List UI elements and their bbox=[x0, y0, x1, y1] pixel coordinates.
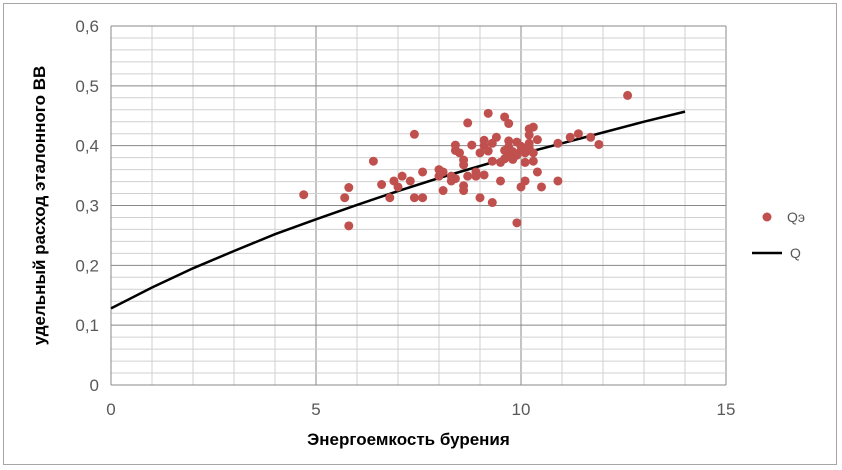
data-point bbox=[418, 193, 428, 203]
data-point bbox=[393, 182, 403, 192]
x-tick-label: 15 bbox=[717, 400, 736, 419]
data-point bbox=[418, 167, 428, 177]
legend: Qэ Q bbox=[752, 209, 805, 261]
y-tick-label: 0,3 bbox=[75, 197, 99, 216]
data-point bbox=[573, 129, 583, 139]
data-point bbox=[397, 171, 407, 181]
x-tick-label: 5 bbox=[311, 400, 320, 419]
data-point bbox=[479, 135, 489, 145]
x-tick-label: 0 bbox=[106, 400, 115, 419]
data-point bbox=[471, 171, 481, 181]
data-point bbox=[463, 171, 473, 181]
tick-labels: 0 5 10 15 0 0,1 0,2 0,3 0,4 0,5 0,6 bbox=[75, 17, 735, 419]
data-point bbox=[532, 167, 542, 177]
data-point bbox=[459, 186, 469, 196]
data-point bbox=[512, 218, 522, 228]
x-tick-label: 10 bbox=[512, 400, 531, 419]
data-point bbox=[340, 193, 350, 203]
legend-label-line: Q bbox=[790, 245, 801, 261]
data-point bbox=[504, 119, 514, 129]
data-point bbox=[475, 148, 485, 158]
data-point bbox=[459, 160, 469, 170]
data-point bbox=[532, 135, 542, 145]
y-tick-label: 0,1 bbox=[75, 316, 99, 335]
data-point bbox=[409, 193, 419, 203]
data-point bbox=[450, 174, 460, 184]
data-point bbox=[537, 182, 546, 192]
data-point bbox=[586, 132, 596, 142]
series-points-layer bbox=[299, 90, 633, 231]
data-point bbox=[500, 112, 510, 122]
data-point bbox=[455, 148, 464, 158]
data-point bbox=[528, 156, 538, 166]
data-point bbox=[553, 138, 563, 148]
data-point bbox=[377, 180, 387, 190]
data-point bbox=[344, 221, 354, 231]
data-point bbox=[438, 167, 448, 177]
data-point bbox=[520, 176, 530, 186]
data-point bbox=[438, 186, 448, 196]
data-point bbox=[479, 170, 489, 180]
data-point bbox=[299, 190, 309, 200]
data-point bbox=[463, 118, 473, 128]
legend-marker-scatter bbox=[762, 212, 772, 222]
y-tick-label: 0 bbox=[90, 376, 99, 395]
data-point bbox=[623, 90, 633, 100]
y-tick-label: 0,2 bbox=[75, 256, 99, 275]
y-tick-label: 0,4 bbox=[75, 137, 99, 156]
data-point bbox=[565, 132, 575, 142]
data-point bbox=[475, 193, 485, 203]
data-point bbox=[385, 193, 395, 203]
data-point bbox=[553, 176, 563, 186]
y-tick-label: 0,6 bbox=[75, 17, 99, 36]
data-point bbox=[524, 130, 534, 140]
data-point bbox=[487, 198, 497, 208]
data-point bbox=[483, 108, 493, 118]
data-point bbox=[467, 140, 477, 150]
data-point bbox=[405, 176, 415, 186]
grid bbox=[110, 25, 727, 386]
data-point bbox=[483, 146, 493, 156]
x-axis-title: Энергоемкость бурения bbox=[307, 430, 510, 449]
legend-label-scatter: Qэ bbox=[787, 209, 805, 225]
data-point bbox=[594, 139, 604, 149]
data-point bbox=[496, 176, 505, 186]
data-point bbox=[487, 156, 497, 166]
data-point bbox=[520, 157, 530, 167]
data-point bbox=[409, 129, 419, 139]
data-point bbox=[528, 122, 538, 132]
data-point bbox=[368, 156, 378, 166]
y-tick-label: 0,5 bbox=[75, 77, 99, 96]
data-point bbox=[491, 132, 501, 142]
chart-frame bbox=[3, 3, 837, 465]
y-axis-title: удельный расход эталонного ВВ bbox=[30, 66, 49, 346]
data-point bbox=[344, 183, 354, 193]
data-point bbox=[528, 148, 538, 158]
